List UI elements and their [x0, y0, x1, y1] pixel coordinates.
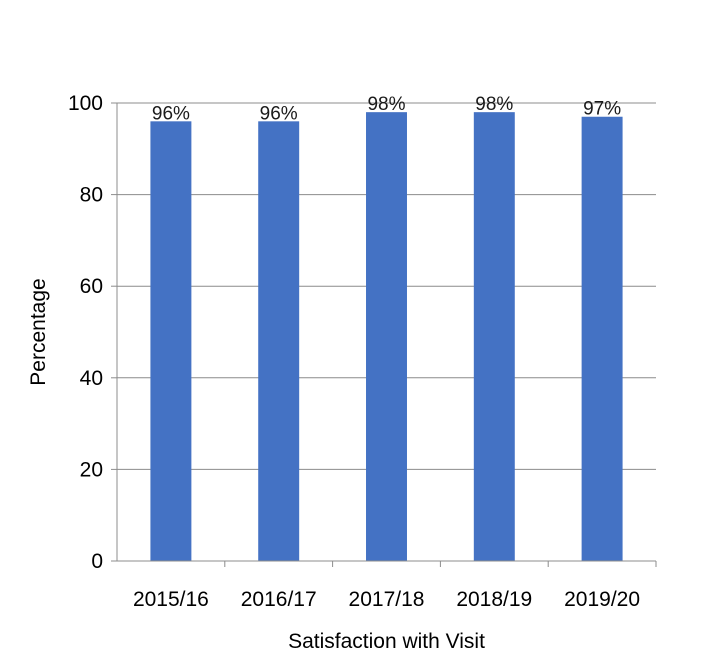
bar-2015-16 — [150, 121, 192, 561]
bar-2016-17 — [258, 121, 300, 561]
x-tick-label: 2017/18 — [349, 588, 425, 611]
data-label: 96% — [260, 103, 298, 124]
bars — [150, 112, 623, 562]
x-tick-label: 2015/16 — [133, 588, 209, 611]
y-tick-label: 80 — [80, 184, 103, 207]
y-tick-label: 40 — [80, 367, 103, 390]
data-label: 97% — [583, 99, 621, 120]
x-axis-title: Satisfaction with Visit — [288, 630, 485, 653]
data-label: 96% — [152, 103, 190, 124]
y-tick-label: 20 — [80, 458, 103, 481]
y-tick-label: 100 — [68, 92, 103, 115]
data-label: 98% — [367, 94, 405, 115]
bar-2017-18 — [366, 112, 407, 561]
bar-2019-20 — [581, 116, 623, 562]
data-label: 98% — [475, 94, 513, 115]
axes: 0 20 40 60 80 100 2015/16 2016/17 2017/18 2018/19… — [68, 92, 657, 611]
bar-2018-19 — [473, 112, 515, 561]
x-tick-label: 2018/19 — [456, 588, 532, 611]
y-tick-label: 0 — [91, 550, 103, 573]
y-tick-label: 60 — [80, 275, 103, 298]
data-labels: 96% 96% 98% 98% 97% — [152, 94, 621, 124]
y-axis-title: Percentage — [27, 278, 50, 385]
x-tick-label: 2019/20 — [564, 588, 640, 611]
x-tick-label: 2016/17 — [241, 588, 317, 611]
